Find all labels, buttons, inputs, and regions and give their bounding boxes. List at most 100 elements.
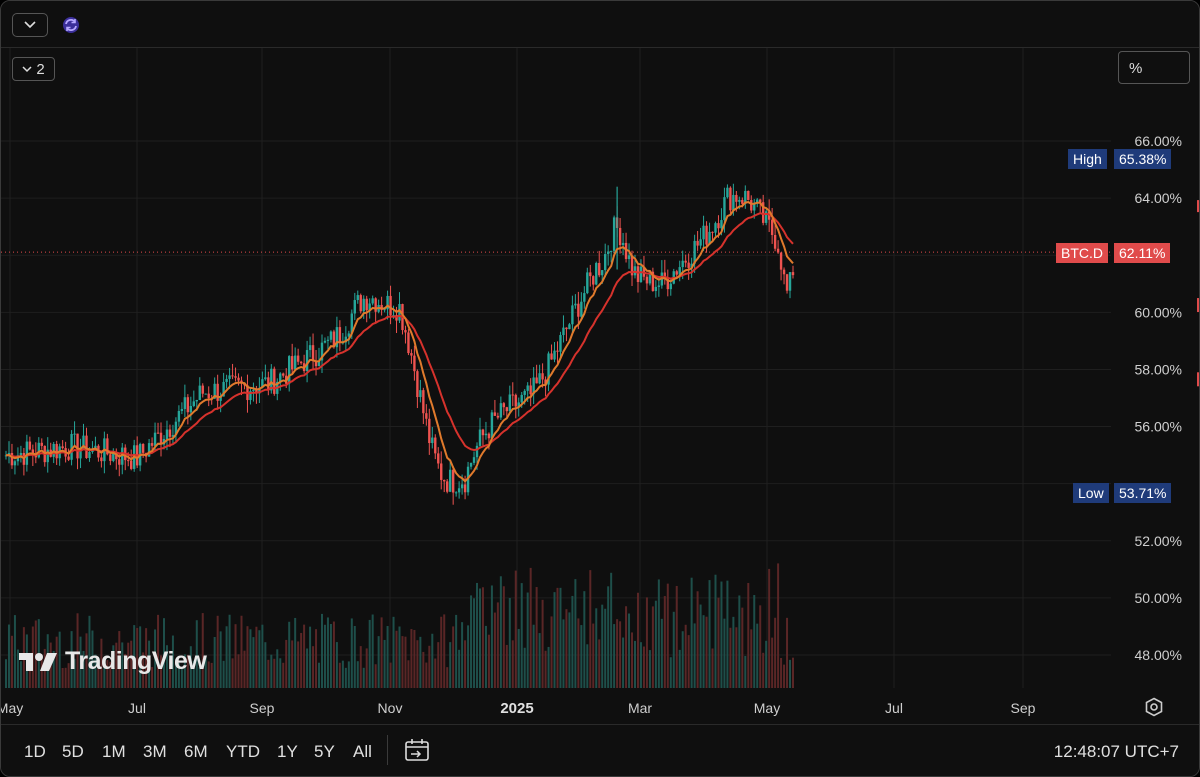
volume-bar: [58, 631, 61, 688]
volume-bar: [389, 662, 392, 688]
candle-body: [279, 373, 282, 382]
volume-bar: [312, 646, 315, 688]
candle-body: [496, 415, 500, 418]
candle-body: [606, 251, 610, 255]
candle-body: [538, 373, 541, 384]
candle-body: [165, 429, 169, 439]
candle-body: [338, 327, 342, 343]
range-1m-button[interactable]: 1M: [102, 742, 126, 761]
chevron-down-icon: [22, 65, 32, 72]
range-5y-button[interactable]: 5Y: [314, 742, 335, 761]
price-chart[interactable]: 66.00% 64.00% 60.00% 58.00% 56.00% 52.00% 50.0…: [1, 48, 1199, 724]
candle-body: [720, 220, 723, 229]
volume-bar: [595, 608, 598, 688]
volume-bar: [130, 640, 133, 688]
sync-icon[interactable]: [61, 15, 81, 35]
candle-body: [478, 429, 482, 446]
volume-bar: [288, 621, 291, 688]
volume-bar: [675, 585, 678, 688]
candle-body: [526, 385, 529, 391]
range-all-button[interactable]: All: [353, 742, 372, 761]
candle-body: [532, 377, 535, 395]
volume-bar: [526, 592, 529, 688]
volume-bar: [365, 648, 368, 688]
candle-body: [228, 375, 231, 379]
candle-body: [589, 272, 592, 277]
range-5d-button[interactable]: 5D: [62, 742, 84, 761]
candle-body: [639, 266, 643, 283]
volume-bar: [735, 627, 738, 688]
range-3m-button[interactable]: 3M: [143, 742, 167, 761]
volume-bar: [303, 624, 306, 688]
candle-body: [586, 272, 589, 294]
chevron-down-icon: [24, 21, 36, 29]
range-1y-button[interactable]: 1Y: [277, 742, 298, 761]
y-tick-label: 52.00%: [1135, 533, 1182, 549]
candle-body: [115, 452, 118, 460]
candle-body: [711, 231, 714, 233]
candle-body: [648, 271, 652, 284]
candle-body: [61, 446, 64, 449]
legend-toggle-button[interactable]: 2: [12, 57, 55, 81]
volume-bar: [356, 661, 359, 688]
clock-timezone[interactable]: 12:48:07 UTC+7: [1053, 742, 1179, 761]
candle-body: [359, 295, 362, 312]
moving-averages: [5, 201, 794, 483]
candle-body: [88, 451, 91, 459]
volume-bar: [547, 646, 550, 688]
candle-body: [484, 433, 488, 436]
candle-body: [413, 355, 416, 372]
volume-bar: [398, 626, 401, 688]
calendar-goto-icon[interactable]: [404, 738, 430, 762]
range-6m-button[interactable]: 6M: [184, 742, 208, 761]
candle-body: [67, 456, 70, 460]
candle-body: [511, 394, 514, 396]
volume-bar: [261, 624, 264, 688]
volume-bar: [88, 615, 91, 688]
volume-bar: [520, 583, 523, 688]
volume-bar: [100, 638, 103, 688]
volume-bar: [711, 648, 714, 688]
x-tick-label: May: [754, 700, 780, 716]
candle-body: [410, 353, 413, 356]
range-ytd-button[interactable]: YTD: [226, 742, 260, 761]
range-1d-button[interactable]: 1D: [24, 742, 46, 761]
candle-body: [592, 276, 595, 285]
volume-bar: [660, 618, 663, 688]
volume-bar: [645, 597, 648, 688]
volume-bar: [461, 622, 464, 688]
percent-scale-button[interactable]: %: [1118, 51, 1190, 84]
volume-bar: [744, 655, 747, 688]
volume-bar: [476, 582, 479, 688]
candle-body: [764, 211, 768, 223]
last-value: 62.11%: [1119, 245, 1166, 261]
candle-body: [374, 298, 377, 312]
chevron-down-button[interactable]: [12, 13, 48, 37]
volume-bar: [249, 629, 252, 688]
candle-body: [150, 443, 154, 446]
candle-body: [457, 488, 461, 493]
candle-body: [347, 333, 351, 337]
volume-bar: [726, 580, 729, 688]
volume-bar: [401, 636, 404, 688]
candle-body: [362, 298, 365, 312]
candle-body: [192, 401, 196, 406]
volume-bar: [368, 619, 371, 688]
volume-bar: [371, 614, 374, 688]
volume-bar: [666, 583, 669, 688]
volume-bar: [306, 648, 309, 688]
volume-bar: [97, 664, 100, 688]
volume-bar: [151, 667, 154, 688]
volume-bar: [404, 636, 407, 688]
candle-body: [508, 394, 511, 412]
candle-body: [568, 324, 571, 330]
candle-body: [207, 393, 210, 399]
volume-bar: [443, 614, 446, 688]
settings-icon[interactable]: [1144, 697, 1164, 717]
volume-bar: [171, 635, 174, 688]
volume-bar: [121, 642, 124, 688]
volume-bar: [28, 660, 31, 688]
volume-bar: [714, 574, 717, 688]
volume-bar: [82, 650, 85, 688]
candle-body: [186, 397, 190, 413]
